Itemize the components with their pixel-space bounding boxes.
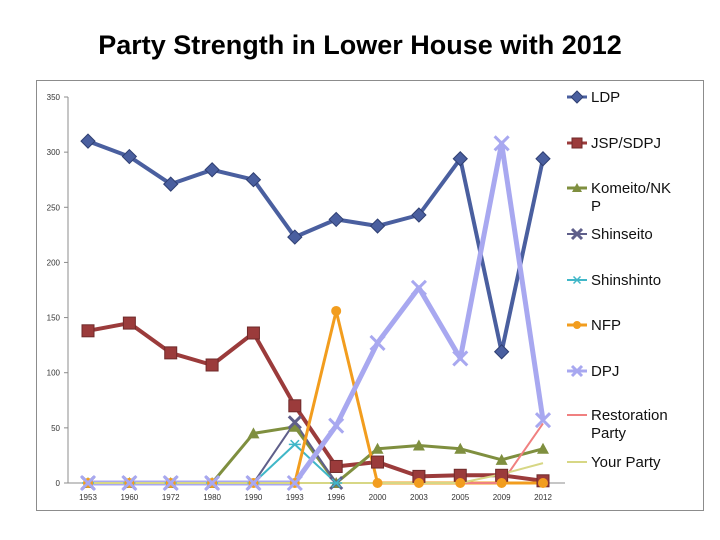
chart-title: Party Strength in Lower House with 2012 <box>98 30 622 60</box>
data-point <box>410 279 427 296</box>
y-tick-label: 50 <box>51 424 60 433</box>
data-point <box>204 474 221 492</box>
data-point <box>245 172 262 188</box>
data-point <box>496 478 507 488</box>
x-tick-label: 2003 <box>410 493 428 502</box>
x-tick-label: 2000 <box>369 493 387 502</box>
axes <box>67 97 565 484</box>
x-tick-label: 1953 <box>79 493 97 502</box>
data-point <box>121 148 138 165</box>
series-line <box>87 139 545 354</box>
data-point <box>245 474 262 492</box>
y-tick-label: 350 <box>47 93 61 102</box>
data-point <box>495 453 508 465</box>
data-point <box>413 478 424 488</box>
legend-label: JSP/SDPJ <box>591 135 661 152</box>
data-point <box>204 162 220 178</box>
data-point <box>331 305 342 316</box>
data-point <box>493 135 510 152</box>
data-point <box>455 478 466 488</box>
data-point <box>246 326 260 340</box>
data-point <box>369 334 386 351</box>
series-lines <box>87 139 546 486</box>
data-point <box>572 275 582 285</box>
y-tick-label: 300 <box>47 148 61 157</box>
data-point <box>164 346 178 360</box>
legend-label: DPJ <box>591 363 619 380</box>
data-point <box>454 442 467 454</box>
y-tick-label: 250 <box>47 203 61 212</box>
x-tick-label: 1972 <box>162 493 180 502</box>
series-line <box>88 140 546 486</box>
x-tick-labels: 1953 1960 1972 1980 1990 1993 1996 2000 2003 2005… <box>79 483 552 502</box>
data-point <box>162 474 179 492</box>
data-point <box>288 439 301 450</box>
data-point <box>571 137 583 149</box>
data-point <box>452 350 469 367</box>
data-point <box>81 324 95 338</box>
x-tick-label: 1996 <box>327 493 345 502</box>
x-tick-label: 2005 <box>451 493 469 502</box>
data-point <box>122 316 136 330</box>
y-tick-label: 0 <box>56 479 61 488</box>
data-point <box>572 183 582 192</box>
x-tick-label: 1980 <box>203 493 221 502</box>
series-line <box>88 462 544 484</box>
data-point <box>371 455 385 469</box>
legend-label: Your Party <box>591 454 661 471</box>
data-point <box>371 442 384 454</box>
data-point <box>573 321 581 329</box>
legend-label: LDP <box>591 89 620 106</box>
data-point <box>121 474 138 492</box>
data-point <box>330 478 343 488</box>
data-point <box>570 227 584 241</box>
data-point <box>288 420 301 432</box>
chart-frame <box>36 80 704 511</box>
data-point <box>163 176 179 192</box>
data-point <box>287 229 303 245</box>
data-point <box>287 415 302 430</box>
x-tick-label: 1960 <box>120 493 138 502</box>
data-point <box>452 151 468 167</box>
data-point <box>535 151 551 167</box>
data-point <box>79 474 97 492</box>
series-line <box>87 321 544 483</box>
x-tick-label: 2009 <box>493 493 511 502</box>
x-tick-label: 2012 <box>534 493 552 502</box>
data-point <box>538 478 548 488</box>
data-point <box>329 459 343 473</box>
data-point <box>570 364 584 378</box>
data-point <box>372 478 383 488</box>
legend-label: Restoration Party <box>591 407 668 442</box>
data-point <box>493 344 510 360</box>
y-tick-label: 150 <box>47 314 61 323</box>
data-point <box>205 358 219 372</box>
y-tick-labels: 0 50 100 150 200 250 300 350 <box>47 93 68 488</box>
legend: LDP JSP/SDPJ Komeito/NK P Shinseito Shinshint… <box>567 89 671 471</box>
data-point <box>80 133 96 149</box>
data-point <box>328 211 344 228</box>
data-point <box>534 412 552 429</box>
data-point <box>369 218 386 234</box>
data-point <box>411 207 427 223</box>
x-tick-label: 1993 <box>286 493 304 502</box>
series-markers <box>79 133 552 492</box>
data-point <box>537 442 549 454</box>
y-tick-label: 100 <box>47 369 61 378</box>
data-point <box>412 439 425 451</box>
legend-label: Komeito/NK P <box>591 180 671 215</box>
data-point <box>328 417 345 434</box>
y-tick-label: 200 <box>47 258 61 267</box>
legend-label: NFP <box>591 317 621 334</box>
data-point <box>286 474 303 492</box>
data-point <box>570 90 584 104</box>
data-point <box>247 427 260 439</box>
legend-label: Shinseito <box>591 226 653 243</box>
legend-label: Shinshinto <box>591 272 661 289</box>
data-point <box>288 399 302 413</box>
x-tick-label: 1990 <box>245 493 263 502</box>
